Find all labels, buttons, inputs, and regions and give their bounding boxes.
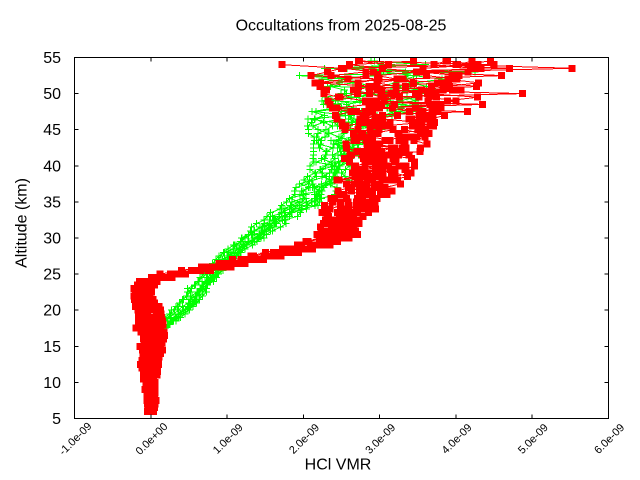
svg-text:15: 15 — [43, 339, 61, 356]
svg-text:10: 10 — [43, 375, 61, 392]
svg-text:Occultations from 2025-08-25: Occultations from 2025-08-25 — [236, 18, 447, 35]
svg-text:30: 30 — [43, 231, 61, 248]
svg-text:50: 50 — [43, 86, 61, 103]
svg-text:5: 5 — [52, 411, 61, 428]
svg-text:40: 40 — [43, 158, 61, 175]
svg-text:Altitude (km): Altitude (km) — [14, 178, 31, 268]
svg-text:HCl VMR: HCl VMR — [305, 457, 372, 474]
svg-text:55: 55 — [43, 50, 61, 67]
svg-text:25: 25 — [43, 267, 61, 284]
svg-text:45: 45 — [43, 122, 61, 139]
svg-text:35: 35 — [43, 194, 61, 211]
svg-text:20: 20 — [43, 303, 61, 320]
